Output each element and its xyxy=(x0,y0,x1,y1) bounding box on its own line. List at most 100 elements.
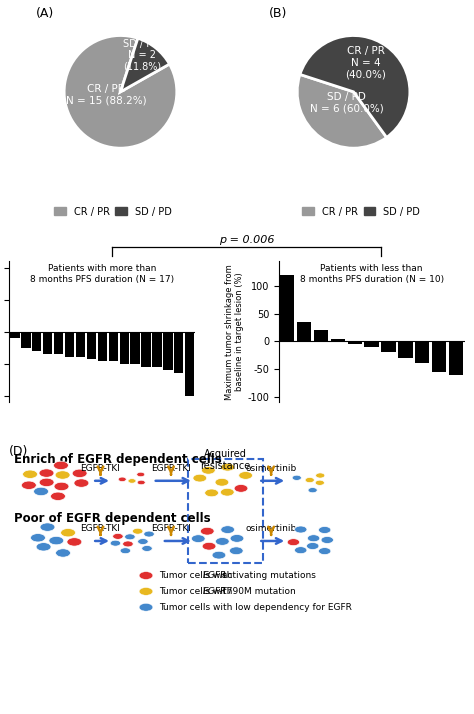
Bar xyxy=(449,341,463,375)
Bar xyxy=(32,332,41,351)
Text: EGFR-TKI: EGFR-TKI xyxy=(81,464,120,473)
Bar xyxy=(54,332,64,354)
Circle shape xyxy=(54,461,68,470)
Circle shape xyxy=(125,534,135,540)
Bar xyxy=(382,341,396,353)
Bar xyxy=(119,332,129,363)
Text: Patients with less than
8 months PFS duration (N = 10): Patients with less than 8 months PFS dur… xyxy=(300,264,444,283)
Text: EGFR: EGFR xyxy=(203,587,227,596)
Circle shape xyxy=(39,478,54,486)
Circle shape xyxy=(142,545,152,551)
Bar xyxy=(10,332,19,338)
Text: osimertinib: osimertinib xyxy=(246,524,297,533)
Circle shape xyxy=(34,487,48,496)
Text: (A): (A) xyxy=(36,7,54,20)
Circle shape xyxy=(205,489,219,497)
Circle shape xyxy=(202,543,216,550)
Circle shape xyxy=(23,470,37,478)
Circle shape xyxy=(307,543,319,550)
Text: CR / PR
N = 4
(40.0%): CR / PR N = 4 (40.0%) xyxy=(346,46,386,79)
Circle shape xyxy=(221,463,235,471)
Text: Tumor cells with low dependency for EGFR: Tumor cells with low dependency for EGFR xyxy=(159,603,352,612)
Text: p = 0.006: p = 0.006 xyxy=(219,235,274,245)
Circle shape xyxy=(139,588,153,595)
Circle shape xyxy=(139,603,153,611)
Circle shape xyxy=(110,540,121,546)
Circle shape xyxy=(49,536,64,545)
Bar xyxy=(152,332,162,367)
Circle shape xyxy=(51,492,65,501)
Bar xyxy=(280,275,294,341)
Circle shape xyxy=(315,481,324,486)
Circle shape xyxy=(229,547,243,555)
Circle shape xyxy=(113,533,123,539)
Bar xyxy=(331,338,345,341)
Circle shape xyxy=(137,538,148,545)
Wedge shape xyxy=(120,39,170,92)
Text: Tumor cells with: Tumor cells with xyxy=(159,571,235,580)
Circle shape xyxy=(294,547,307,553)
Bar xyxy=(365,341,379,347)
Bar xyxy=(297,322,311,341)
Text: (D): (D) xyxy=(9,445,28,458)
Text: EGFR-TKI: EGFR-TKI xyxy=(81,524,120,533)
Circle shape xyxy=(36,543,51,551)
Circle shape xyxy=(39,469,54,477)
Circle shape xyxy=(321,536,334,543)
Text: Tumor cells with: Tumor cells with xyxy=(159,587,235,596)
Bar xyxy=(76,332,85,357)
Bar xyxy=(65,332,74,357)
Y-axis label: Maximum tumor shrinkage from
baseline in target lesion (%): Maximum tumor shrinkage from baseline in… xyxy=(225,264,245,400)
Circle shape xyxy=(55,471,70,479)
Text: Enrich of EGFR dependent cells: Enrich of EGFR dependent cells xyxy=(14,453,222,466)
Circle shape xyxy=(54,482,69,491)
Circle shape xyxy=(292,476,301,481)
Circle shape xyxy=(316,473,325,478)
Circle shape xyxy=(319,526,331,533)
Bar xyxy=(43,332,52,354)
Circle shape xyxy=(137,481,145,485)
Circle shape xyxy=(215,478,229,486)
Text: Acquired
resistance: Acquired resistance xyxy=(201,449,251,471)
Text: Poor of EGFR dependent cells: Poor of EGFR dependent cells xyxy=(14,511,210,525)
Circle shape xyxy=(118,477,126,481)
Circle shape xyxy=(55,549,71,557)
Bar xyxy=(185,332,194,396)
Circle shape xyxy=(305,478,314,483)
Circle shape xyxy=(21,481,36,489)
Text: EGFR-TKI: EGFR-TKI xyxy=(151,464,191,473)
Circle shape xyxy=(308,535,320,542)
Circle shape xyxy=(201,528,214,535)
Bar xyxy=(432,341,447,372)
Text: SD / PD
N = 6 (60.0%): SD / PD N = 6 (60.0%) xyxy=(310,92,383,114)
Circle shape xyxy=(120,548,131,553)
Circle shape xyxy=(230,535,244,542)
Text: activating mutations: activating mutations xyxy=(219,571,316,580)
Circle shape xyxy=(221,526,235,533)
Text: SD / PD
N = 2
(11.8%): SD / PD N = 2 (11.8%) xyxy=(123,39,161,72)
Text: Patients with more than
8 months PFS duration (N = 17): Patients with more than 8 months PFS dur… xyxy=(30,264,174,283)
Text: EGFR: EGFR xyxy=(203,571,227,580)
Text: -T790M mutation: -T790M mutation xyxy=(219,587,296,596)
Bar xyxy=(314,331,328,341)
Wedge shape xyxy=(297,74,387,149)
Circle shape xyxy=(128,478,136,483)
Bar xyxy=(415,341,429,363)
Circle shape xyxy=(216,538,229,545)
Circle shape xyxy=(201,466,215,474)
Legend: CR / PR, SD / PD: CR / PR, SD / PD xyxy=(54,207,172,217)
Circle shape xyxy=(30,533,46,542)
Bar xyxy=(141,332,151,367)
Circle shape xyxy=(239,471,253,479)
Circle shape xyxy=(61,528,75,537)
Wedge shape xyxy=(300,36,410,137)
Legend: CR / PR, SD / PD: CR / PR, SD / PD xyxy=(302,207,420,217)
Circle shape xyxy=(234,485,248,492)
Circle shape xyxy=(294,526,307,533)
Circle shape xyxy=(287,538,300,545)
Circle shape xyxy=(319,548,331,555)
Text: CR / PR
N = 15 (88.2%): CR / PR N = 15 (88.2%) xyxy=(66,84,146,106)
Circle shape xyxy=(308,488,317,493)
Bar xyxy=(174,332,183,373)
Text: (B): (B) xyxy=(269,7,287,20)
